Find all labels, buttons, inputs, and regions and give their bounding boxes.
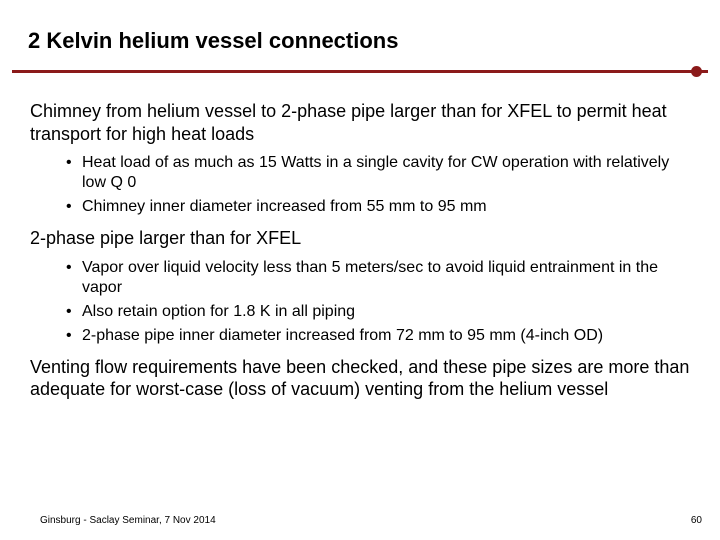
slide-title: 2 Kelvin helium vessel connections	[28, 28, 398, 54]
content-area: Chimney from helium vessel to 2-phase pi…	[30, 100, 690, 409]
list-item: Also retain option for 1.8 K in all pipi…	[66, 302, 690, 322]
footer-text: Ginsburg - Saclay Seminar, 7 Nov 2014	[40, 515, 216, 526]
paragraph-3: Venting flow requirements have been chec…	[30, 356, 690, 401]
title-rule	[12, 70, 708, 73]
list-item: 2-phase pipe inner diameter increased fr…	[66, 326, 690, 346]
slide: 2 Kelvin helium vessel connections Chimn…	[0, 0, 720, 540]
rule-dot-icon	[691, 66, 702, 77]
paragraph-2: 2-phase pipe larger than for XFEL	[30, 227, 690, 250]
page-number: 60	[691, 515, 702, 526]
bullet-list-1: Heat load of as much as 15 Watts in a si…	[66, 153, 690, 217]
list-item: Vapor over liquid velocity less than 5 m…	[66, 258, 690, 298]
paragraph-1: Chimney from helium vessel to 2-phase pi…	[30, 100, 690, 145]
bullet-list-2: Vapor over liquid velocity less than 5 m…	[66, 258, 690, 346]
horizontal-rule	[12, 70, 708, 73]
list-item: Chimney inner diameter increased from 55…	[66, 197, 690, 217]
list-item: Heat load of as much as 15 Watts in a si…	[66, 153, 690, 193]
